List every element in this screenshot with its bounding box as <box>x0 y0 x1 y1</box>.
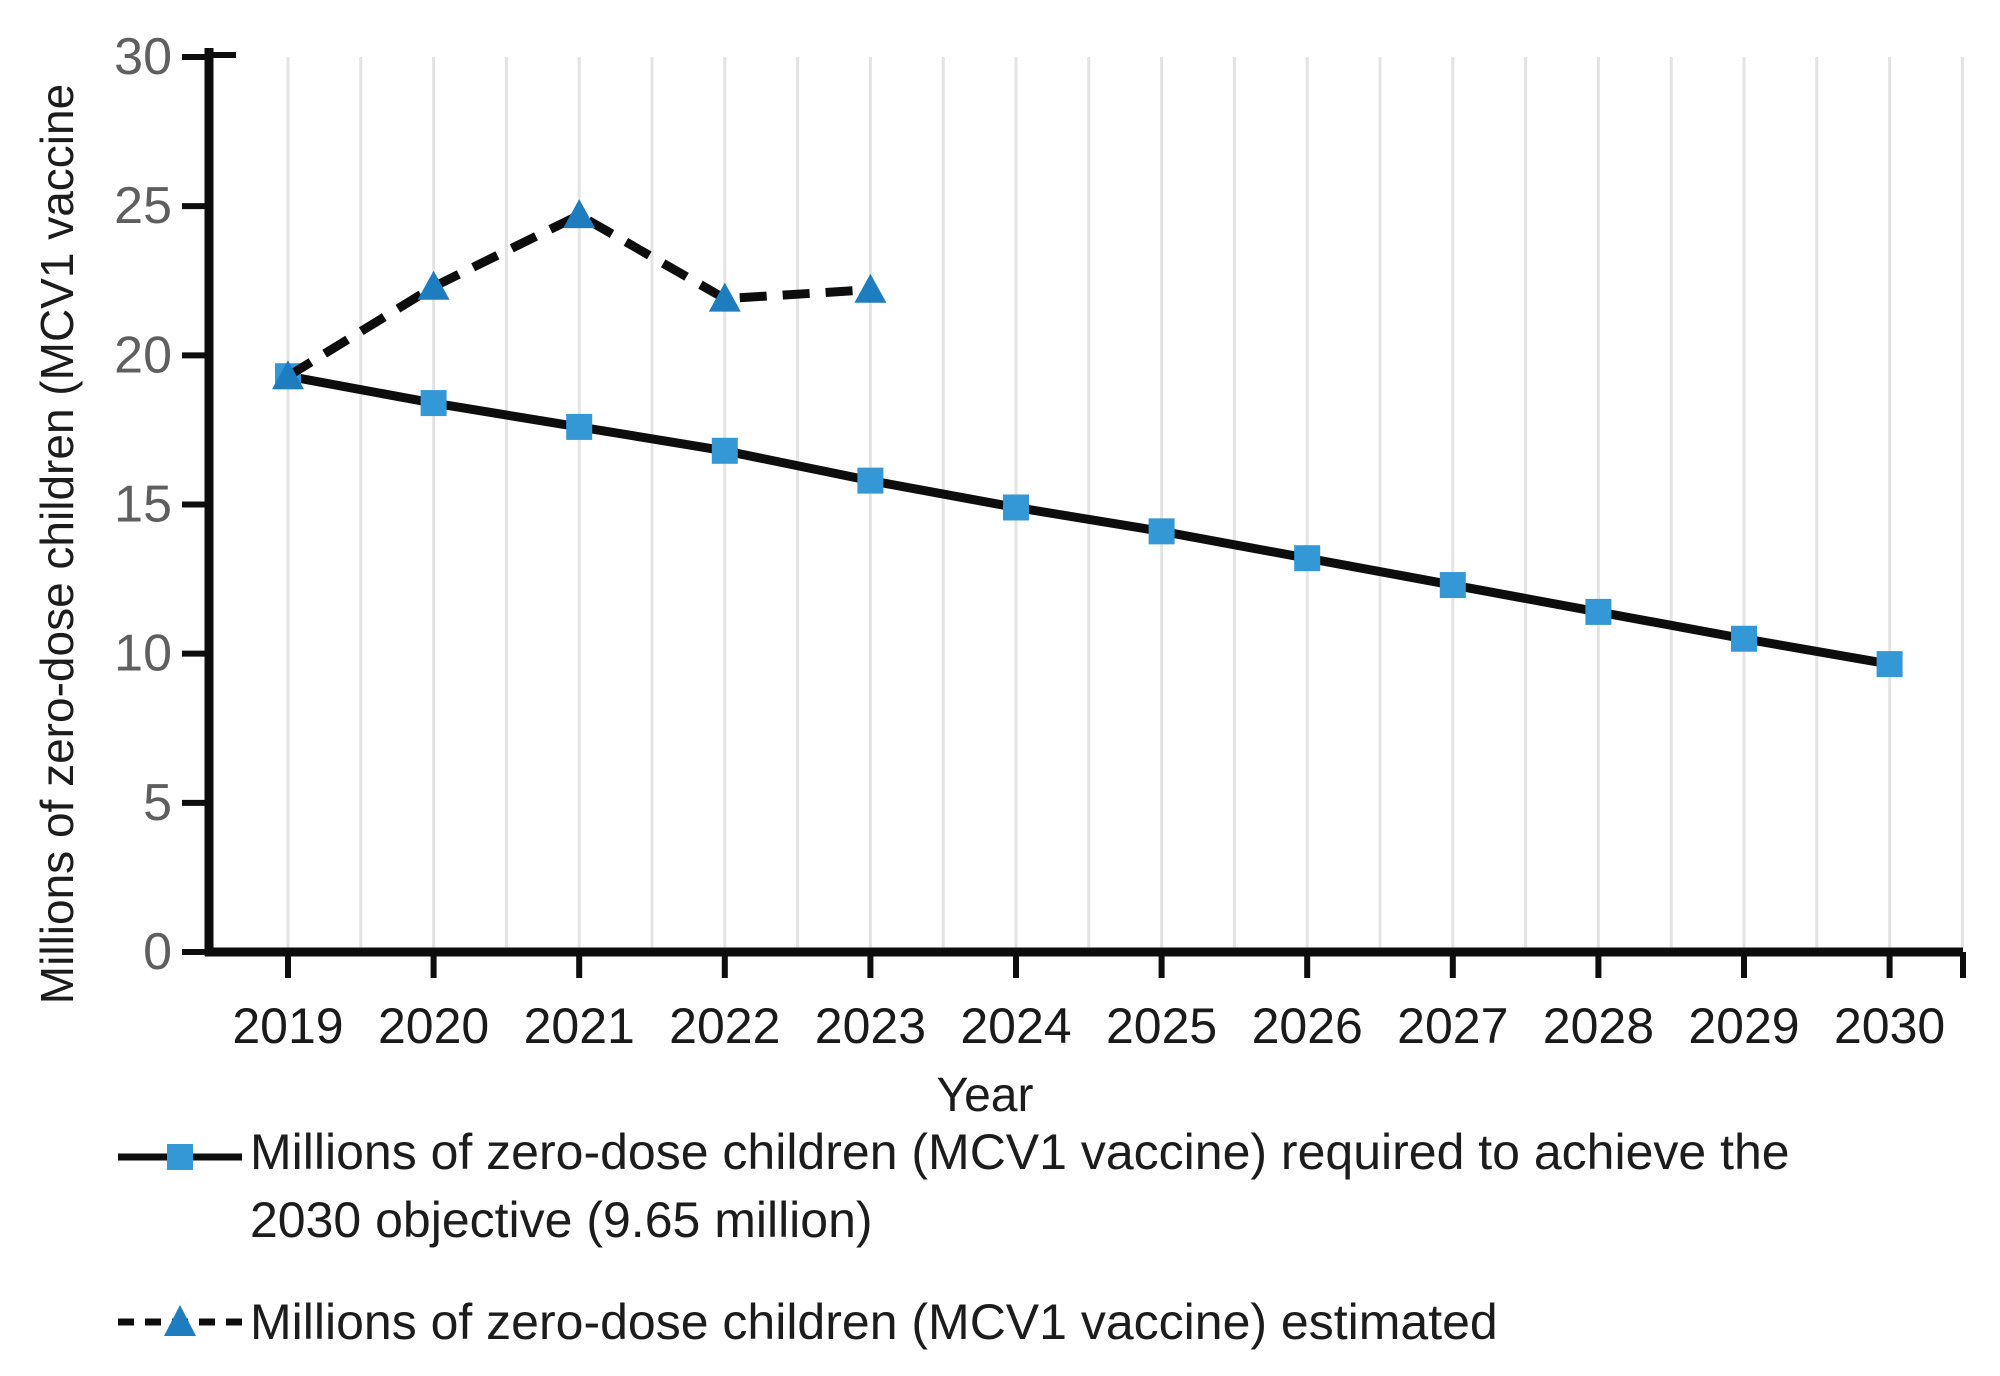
data-point-square-required <box>711 437 738 464</box>
data-point-square-required <box>857 467 884 494</box>
x-tick-label: 2028 <box>1543 998 1654 1054</box>
x-axis-title: Year <box>936 1069 1034 1122</box>
y-tick-label: 25 <box>114 177 172 235</box>
x-tick-label: 2022 <box>669 998 780 1054</box>
data-point-square-required <box>1148 518 1175 545</box>
x-tick-label: 2029 <box>1688 998 1799 1054</box>
series-line-required <box>287 371 1891 669</box>
y-tick-label: 15 <box>114 476 172 534</box>
x-tick-label: 2026 <box>1252 998 1363 1054</box>
legend-label-required-line1: Millions of zero-dose children (MCV1 vac… <box>250 1124 1790 1180</box>
legend-label-required: Millions of zero-dose children (MCV1 vac… <box>250 1118 1980 1254</box>
y-axis-title: Millions of zero-dose children (MCV1 vac… <box>31 83 83 1005</box>
data-point-triangle-estimated <box>854 273 887 303</box>
legend-marker-required <box>118 1144 242 1170</box>
y-tick-label: 0 <box>143 923 172 981</box>
legend-label-estimated-line1: Millions of zero-dose children (MCV1 vac… <box>250 1294 1498 1350</box>
data-point-triangle-estimated <box>272 360 304 390</box>
x-tick-label: 2019 <box>232 998 343 1054</box>
data-point-square-required <box>1585 598 1612 625</box>
data-point-square-required <box>1003 494 1029 521</box>
x-tick-label: 2027 <box>1397 998 1508 1054</box>
x-tick-label: 2024 <box>960 998 1071 1054</box>
y-tick-label: 30 <box>114 28 172 86</box>
x-tick-label: 2023 <box>815 998 926 1054</box>
legend-marker-estimated <box>118 1305 242 1336</box>
data-point-triangle-estimated <box>563 199 596 229</box>
data-point-square-required <box>420 390 447 417</box>
data-point-triangle-estimated <box>708 282 741 312</box>
data-point-square-required <box>1876 651 1903 678</box>
x-tick-label: 2025 <box>1106 998 1217 1054</box>
legend-triangle-marker-icon <box>164 1305 196 1336</box>
y-tick-label: 10 <box>114 625 172 683</box>
data-point-square-required <box>1439 572 1466 599</box>
y-tick-label: 5 <box>143 774 172 832</box>
data-point-triangle-estimated <box>417 270 450 300</box>
x-tick-label: 2020 <box>378 998 489 1054</box>
legend-label-required-line2: 2030 objective (9.65 million) <box>250 1192 873 1248</box>
legend-square-marker-icon <box>167 1144 193 1170</box>
data-point-square-required <box>1731 625 1757 652</box>
x-tick-label: 2030 <box>1834 998 1945 1054</box>
x-tick-label: 2021 <box>524 998 635 1054</box>
y-tick-label: 20 <box>114 326 172 384</box>
data-point-square-required <box>1294 545 1321 572</box>
legend-label-estimated: Millions of zero-dose children (MCV1 vac… <box>250 1288 1980 1356</box>
data-point-square-required <box>566 413 593 440</box>
